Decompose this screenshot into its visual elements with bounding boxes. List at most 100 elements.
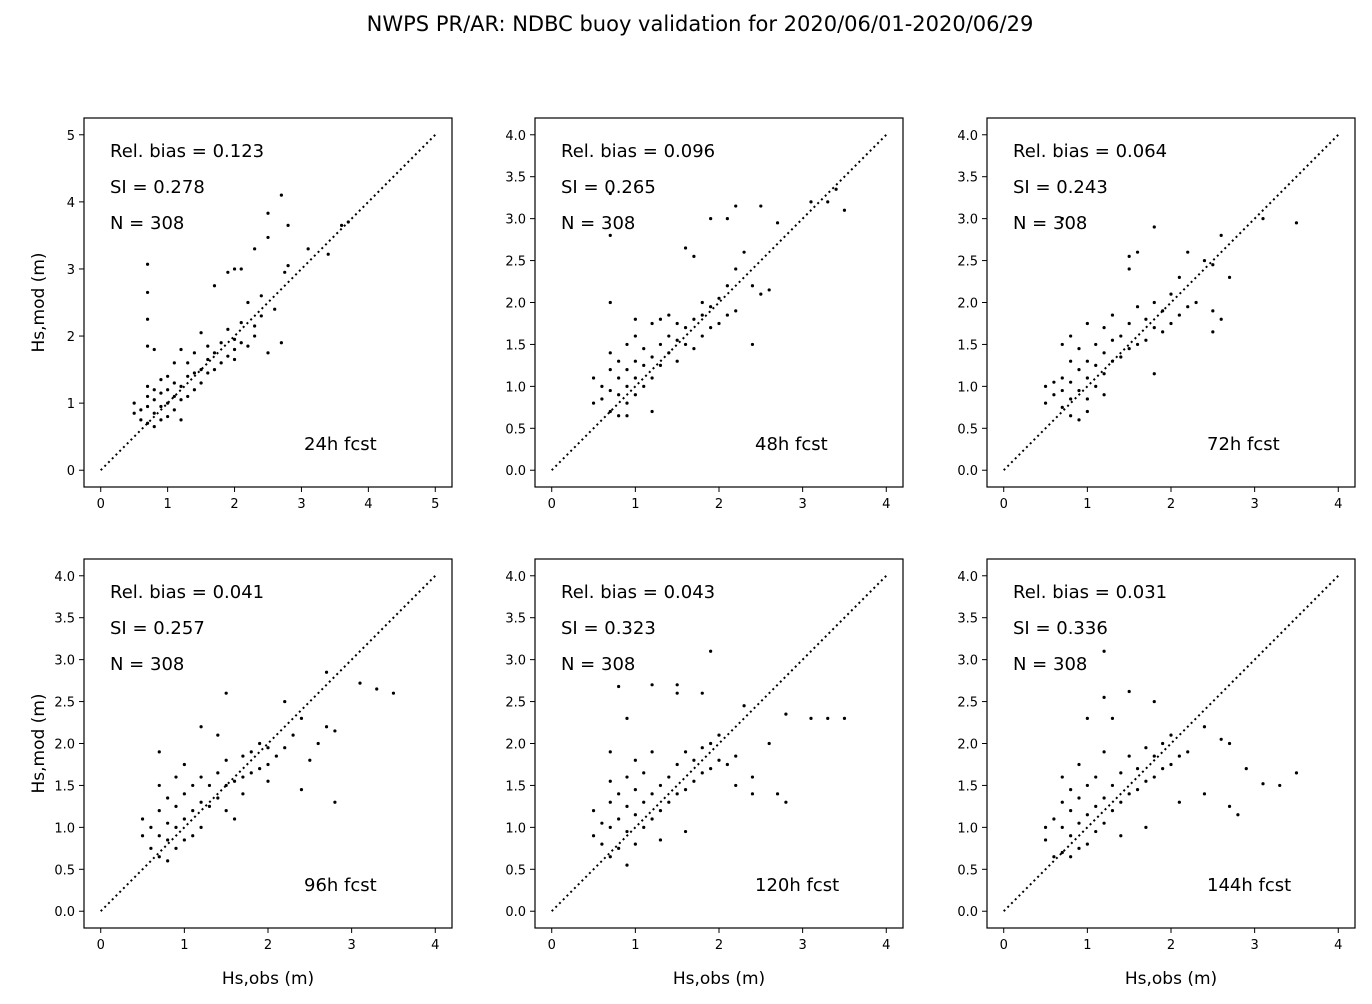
data-point	[1144, 338, 1148, 342]
data-point	[608, 351, 612, 355]
data-point	[633, 334, 637, 338]
data-point	[1278, 783, 1282, 788]
data-point	[617, 684, 621, 689]
data-point	[266, 762, 270, 767]
data-point	[1069, 808, 1073, 813]
data-point	[274, 754, 278, 758]
data-point	[346, 220, 350, 224]
data-point	[192, 351, 196, 355]
y-tick-label: 3.0	[54, 654, 75, 669]
data-point	[675, 338, 679, 342]
x-tick-label: 0	[97, 938, 105, 953]
y-tick-label: 2.0	[957, 738, 978, 753]
rel-bias-annotation: Rel. bias = 0.031	[1013, 582, 1167, 603]
data-point	[625, 401, 629, 405]
data-point	[675, 762, 679, 767]
data-point	[1169, 733, 1173, 737]
n-annotation: N = 308	[561, 213, 635, 234]
data-point	[145, 421, 150, 425]
data-point	[1144, 779, 1148, 783]
data-point	[1052, 393, 1056, 397]
data-point	[157, 834, 161, 838]
y-tick-label: 4.0	[505, 570, 526, 585]
data-point	[700, 334, 704, 338]
data-point	[1094, 384, 1098, 388]
si-annotation: SI = 0.336	[1013, 618, 1108, 639]
data-point	[750, 775, 755, 779]
data-point	[224, 758, 228, 762]
data-point	[1194, 300, 1198, 305]
data-point	[1085, 813, 1089, 817]
data-point	[140, 834, 145, 838]
x-tick-label: 2	[1167, 938, 1175, 953]
data-point	[700, 300, 704, 305]
data-point	[152, 347, 156, 352]
data-point	[149, 825, 153, 829]
data-point	[174, 775, 178, 779]
data-point	[842, 716, 847, 720]
n-annotation: N = 308	[110, 213, 184, 234]
data-point	[608, 800, 612, 804]
data-point	[1102, 796, 1106, 800]
data-point	[286, 264, 290, 268]
y-tick-label: 4.0	[957, 129, 978, 144]
data-point	[192, 388, 196, 392]
y-axis-label: Hs,mod (m)	[29, 252, 49, 352]
y-tick-label: 0.0	[54, 905, 75, 920]
x-tick-label: 2	[230, 497, 238, 512]
data-point	[683, 829, 688, 834]
forecast-lead-label: 96h fcst	[304, 875, 377, 896]
data-point	[1043, 825, 1048, 829]
data-point	[633, 376, 637, 380]
data-point	[767, 288, 771, 292]
data-point	[308, 758, 312, 762]
data-point	[1102, 821, 1106, 825]
data-point	[1077, 796, 1081, 800]
data-point	[306, 247, 310, 251]
data-point	[625, 775, 629, 779]
data-point	[1060, 376, 1064, 380]
x-tick-label: 2	[264, 938, 272, 953]
y-tick-label: 1.5	[54, 779, 75, 794]
data-point	[172, 381, 176, 385]
data-point	[1043, 384, 1048, 388]
subplot-96h-fcst: 0 1 2 3 4 0.0 0.5 1.0 1.5 2.0 2.5 3.0 3.5 4.0 Rel. bia…	[29, 558, 453, 989]
y-tick-label: 0.0	[505, 464, 526, 479]
data-point	[199, 381, 203, 385]
x-tick-label: 3	[1250, 938, 1258, 953]
data-point	[246, 344, 250, 348]
axes-frame	[83, 117, 453, 488]
data-point	[633, 359, 637, 363]
data-point	[333, 800, 337, 804]
data-point	[1119, 834, 1123, 838]
n-annotation: N = 308	[561, 654, 635, 675]
data-point	[1236, 813, 1240, 817]
data-point	[1244, 767, 1248, 771]
data-point	[1094, 804, 1098, 808]
data-point	[139, 418, 143, 422]
data-point	[232, 267, 237, 271]
data-point	[1135, 305, 1140, 309]
data-point	[1127, 792, 1131, 796]
data-point	[152, 411, 156, 415]
data-point	[1085, 716, 1089, 720]
n-annotation: N = 308	[1013, 654, 1087, 675]
y-tick-label: 1.0	[505, 380, 526, 395]
data-point	[1060, 388, 1064, 393]
data-point	[1161, 767, 1165, 771]
data-point	[186, 361, 190, 365]
data-point	[1152, 300, 1156, 305]
data-point	[834, 187, 838, 191]
data-point	[191, 834, 195, 838]
data-point	[1077, 418, 1081, 422]
si-annotation: SI = 0.257	[110, 618, 205, 639]
data-point	[826, 200, 830, 204]
forecast-lead-label: 144h fcst	[1207, 875, 1291, 896]
data-point	[1077, 388, 1081, 393]
data-point	[734, 204, 738, 208]
data-point	[253, 324, 257, 328]
data-point	[1127, 254, 1131, 258]
data-point	[182, 792, 186, 796]
data-point	[1085, 842, 1089, 846]
